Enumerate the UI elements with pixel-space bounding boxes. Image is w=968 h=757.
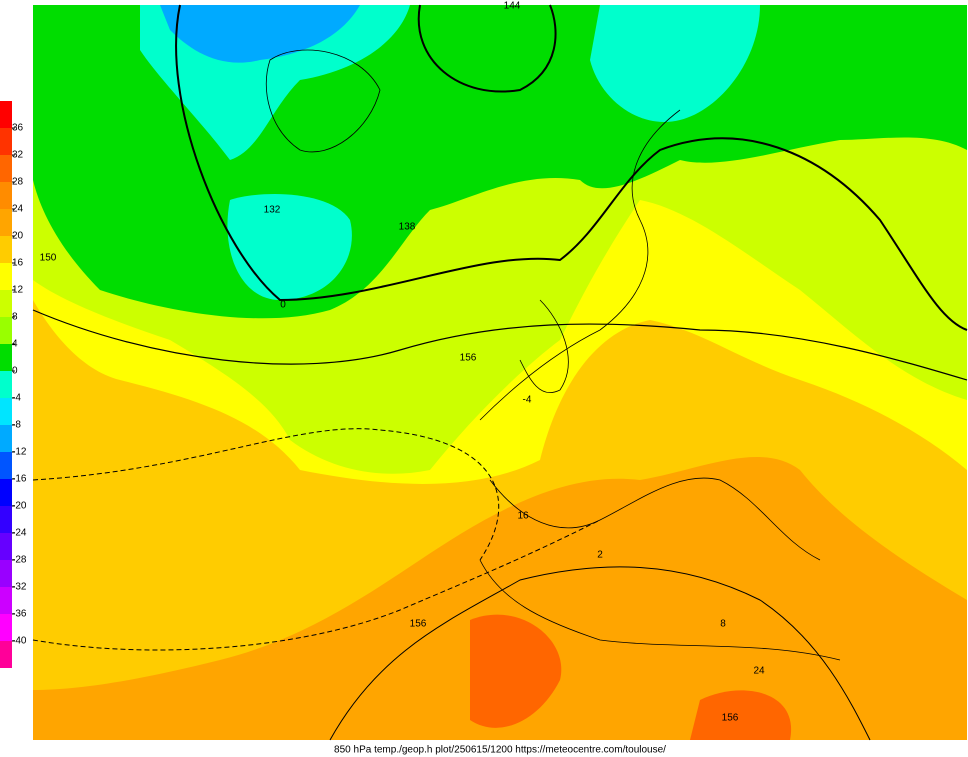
colorbar-swatch (0, 398, 12, 425)
colorbar-label: 8 (12, 312, 18, 323)
colorbar-swatch (0, 182, 12, 209)
colorbar-label: -36 (12, 609, 27, 620)
colorbar-label: 24 (12, 204, 24, 215)
colorbar-label: 36 (12, 123, 24, 134)
colorbar-swatch (0, 614, 12, 641)
cold-pool (227, 194, 352, 300)
colorbar-swatch (0, 236, 12, 263)
colorbar-swatch (0, 587, 12, 614)
colorbar-swatch (0, 533, 12, 560)
coastline (489, 477, 821, 561)
coldest-zone (160, 5, 360, 63)
colorbar-label: -32 (12, 582, 27, 593)
colorbar-label: -20 (12, 501, 27, 512)
contour-line (32, 309, 968, 381)
colorbar-swatch (0, 317, 12, 344)
colorbar-label: -40 (12, 636, 27, 647)
coastline (519, 299, 569, 393)
contour-line (329, 566, 871, 741)
contours (32, 4, 968, 741)
coastlines (265, 49, 841, 661)
colorbar-label: -28 (12, 555, 27, 566)
colorbar-label: 20 (12, 231, 24, 242)
contour-line (417, 4, 557, 93)
colorbar-label: 32 (12, 150, 24, 161)
colorbar-swatch (0, 263, 12, 290)
colorbar-label: 12 (12, 285, 24, 296)
contour-line (175, 4, 968, 331)
colorbar-swatch (0, 155, 12, 182)
colorbar-label: -16 (12, 474, 27, 485)
colorbar-swatch (0, 479, 12, 506)
colorbar-swatch (0, 452, 12, 479)
colorbar-swatch (0, 506, 12, 533)
contour-label: 2 (597, 550, 603, 561)
colorbar-label: -4 (12, 393, 21, 404)
colorbar-swatch (0, 560, 12, 587)
caption: 850 hPa temp./geop.h plot/250615/1200 ht… (334, 745, 666, 756)
contour-line (32, 519, 601, 651)
coastline (479, 109, 681, 421)
colorbar-label: -8 (12, 420, 21, 431)
contour-label: -4 (523, 395, 532, 406)
cold-pool-north (590, 5, 760, 122)
contour-label: 156 (460, 353, 477, 364)
colorbar-swatch (0, 641, 12, 668)
colorbar-swatch (0, 344, 12, 371)
colorbar-label: -12 (12, 447, 27, 458)
contour-label: 156 (410, 619, 427, 630)
colorbar-swatch (0, 371, 12, 398)
coastline (265, 49, 381, 153)
colorbar-label: 16 (12, 258, 24, 269)
colorbar-label: 4 (12, 339, 18, 350)
contour-label: 0 (280, 300, 286, 311)
colorbar-label: 0 (12, 366, 18, 377)
colorbar-swatch (0, 290, 12, 317)
contour-label: 138 (399, 222, 416, 233)
coastline (479, 559, 841, 661)
colorbar-label: -24 (12, 528, 27, 539)
colorbar-swatch (0, 128, 12, 155)
colorbar-swatch (0, 209, 12, 236)
colorbar-label: 28 (12, 177, 24, 188)
contour-line (32, 428, 500, 561)
colorbar: 36 32 28 24 20 16 12 8 4 0 -4 -8 -12 -16 -20 -24 -28 -32 -… (0, 101, 27, 668)
hot-zone (470, 614, 562, 728)
contour-labels: 144 150 132 138 156 156 156 0 16 24 8 2 -4 (40, 1, 765, 724)
contour-label: 150 (40, 253, 57, 264)
contour-label: 156 (722, 713, 739, 724)
colorbar-swatch (0, 425, 12, 452)
colorbar-swatch (0, 101, 12, 128)
map (32, 4, 968, 741)
contour-label: 16 (517, 511, 529, 522)
contour-label: 132 (264, 205, 281, 216)
contour-label: 8 (720, 619, 726, 630)
hot-zone (690, 690, 792, 740)
contour-label: 144 (504, 1, 521, 12)
contour-label: 24 (753, 666, 765, 677)
